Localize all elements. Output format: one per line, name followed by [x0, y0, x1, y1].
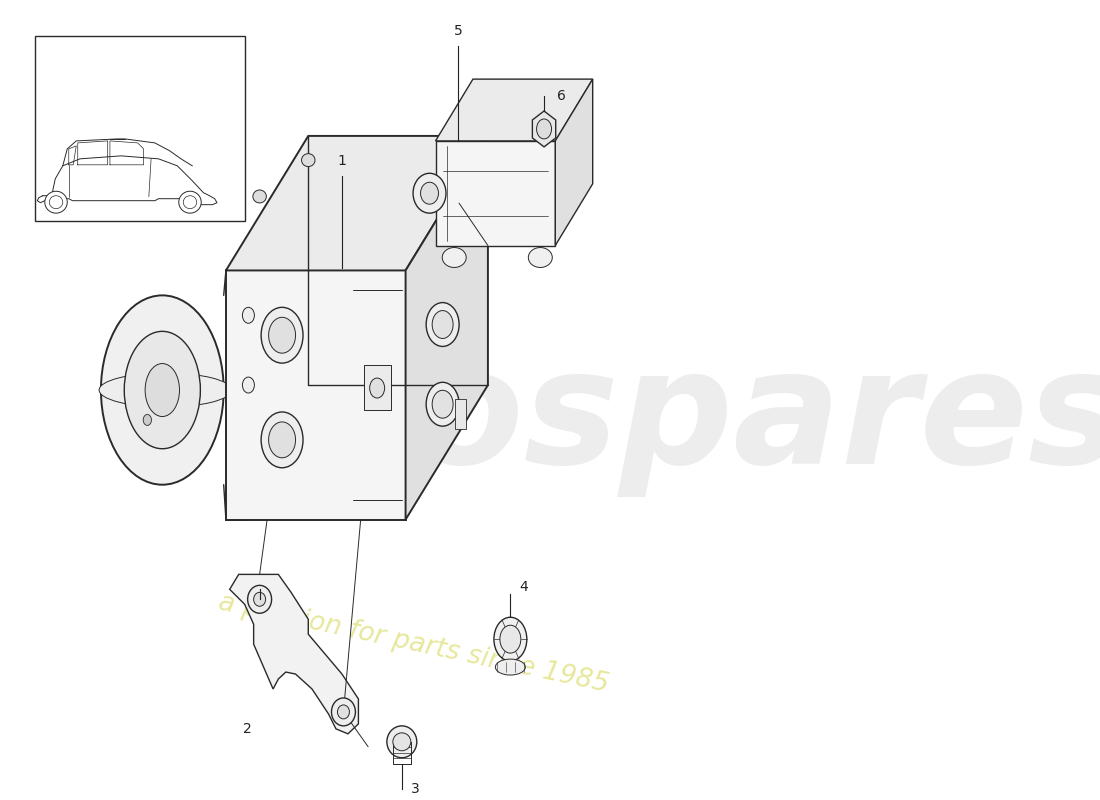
FancyBboxPatch shape: [455, 399, 466, 429]
Ellipse shape: [184, 196, 197, 209]
Ellipse shape: [494, 618, 527, 661]
Ellipse shape: [143, 414, 152, 426]
Text: 1: 1: [338, 154, 346, 168]
Ellipse shape: [253, 190, 266, 203]
Ellipse shape: [99, 373, 232, 407]
Ellipse shape: [248, 586, 272, 614]
Ellipse shape: [414, 174, 446, 213]
FancyBboxPatch shape: [364, 365, 390, 410]
Text: 6: 6: [557, 89, 565, 103]
Polygon shape: [230, 574, 359, 734]
Ellipse shape: [499, 626, 520, 653]
Ellipse shape: [101, 295, 223, 485]
Ellipse shape: [242, 377, 254, 393]
Polygon shape: [406, 136, 488, 519]
Text: 3: 3: [411, 782, 420, 796]
Ellipse shape: [370, 378, 385, 398]
Ellipse shape: [268, 422, 296, 458]
Text: 5: 5: [453, 24, 462, 38]
Ellipse shape: [432, 390, 453, 418]
Ellipse shape: [124, 331, 200, 449]
Ellipse shape: [426, 382, 459, 426]
Polygon shape: [556, 79, 593, 246]
Ellipse shape: [50, 196, 63, 209]
Ellipse shape: [254, 592, 265, 606]
Ellipse shape: [393, 733, 410, 750]
FancyBboxPatch shape: [35, 36, 244, 221]
Text: a passion for parts since 1985: a passion for parts since 1985: [216, 590, 610, 698]
Ellipse shape: [261, 412, 302, 468]
Ellipse shape: [495, 659, 526, 675]
Ellipse shape: [387, 726, 417, 758]
Ellipse shape: [45, 191, 67, 213]
Polygon shape: [436, 79, 593, 141]
Polygon shape: [226, 136, 488, 270]
Ellipse shape: [528, 247, 552, 267]
Text: 4: 4: [519, 580, 528, 594]
Ellipse shape: [261, 307, 302, 363]
Polygon shape: [436, 141, 556, 246]
Polygon shape: [532, 111, 556, 147]
Ellipse shape: [242, 307, 254, 323]
Text: 2: 2: [242, 722, 251, 736]
Polygon shape: [226, 270, 406, 519]
Ellipse shape: [301, 154, 315, 166]
Text: eurospares: eurospares: [113, 342, 1100, 498]
Ellipse shape: [426, 302, 459, 346]
Ellipse shape: [331, 698, 355, 726]
Ellipse shape: [420, 182, 439, 204]
Ellipse shape: [442, 247, 466, 267]
Ellipse shape: [179, 191, 201, 213]
Ellipse shape: [537, 119, 551, 139]
Ellipse shape: [338, 705, 350, 719]
Ellipse shape: [145, 363, 179, 417]
Ellipse shape: [268, 318, 296, 353]
Ellipse shape: [432, 310, 453, 338]
